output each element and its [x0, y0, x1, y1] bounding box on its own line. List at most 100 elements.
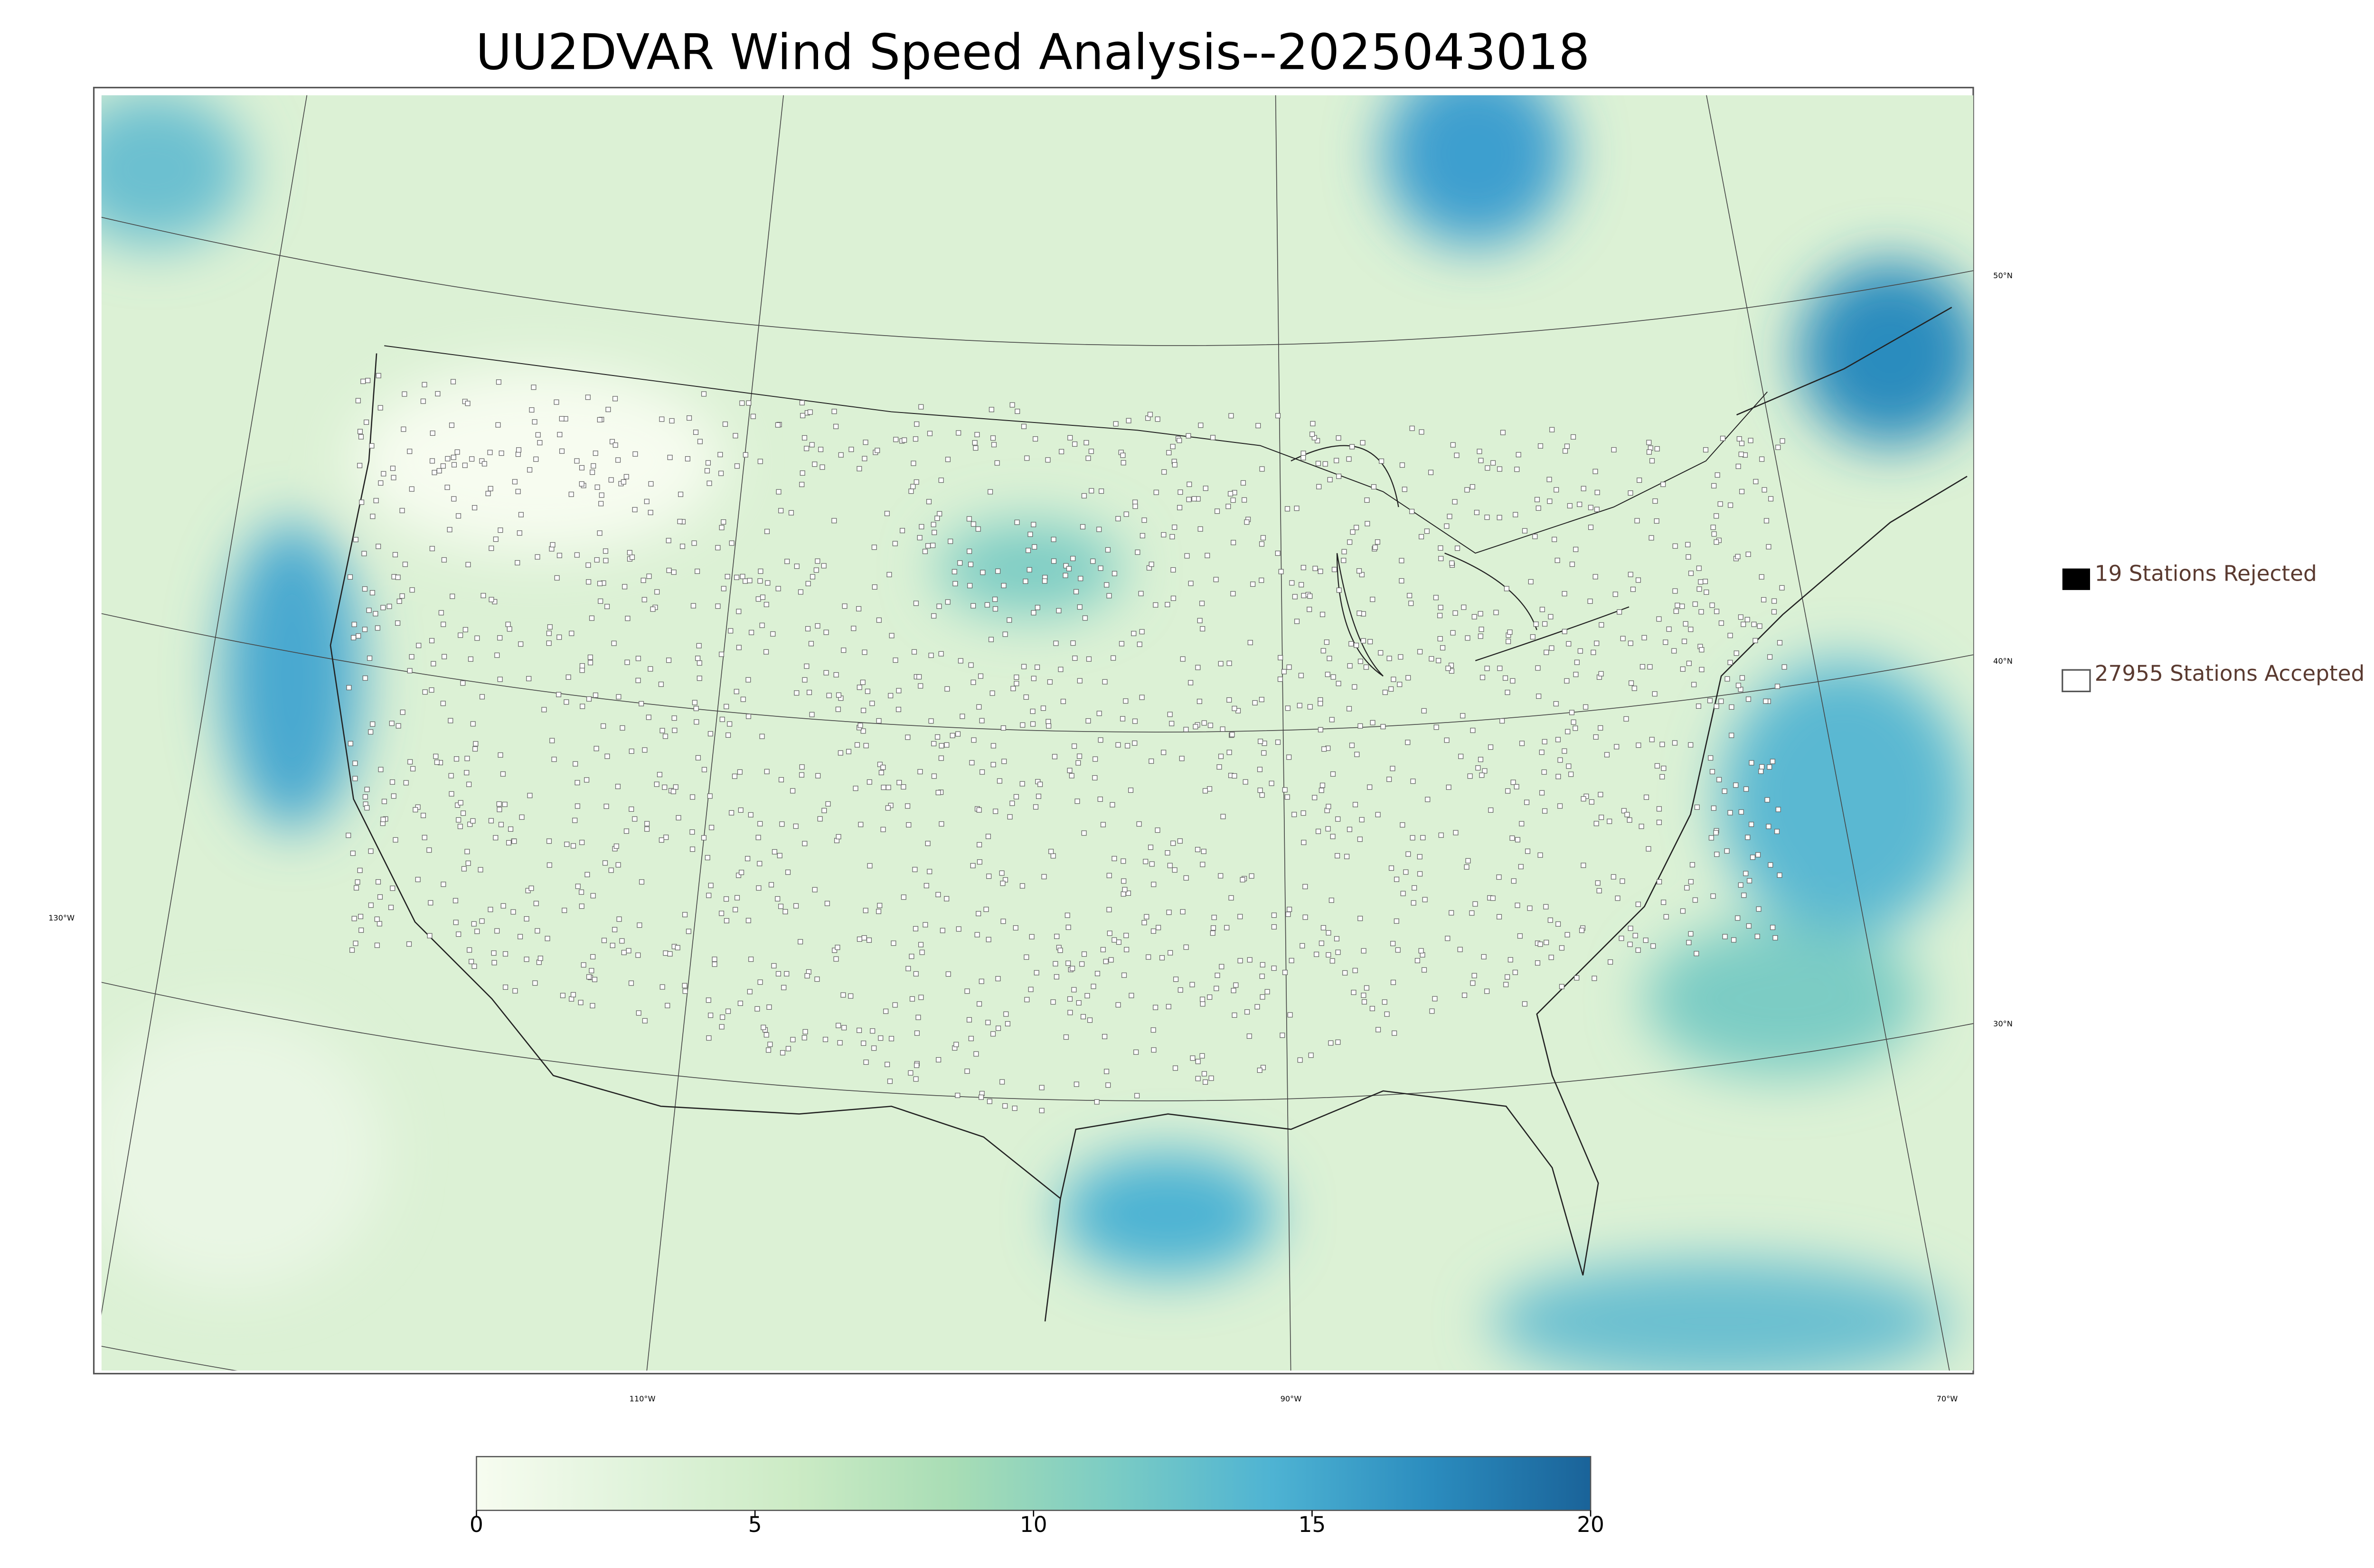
- station-marker: [1704, 589, 1709, 595]
- station-marker: [1506, 638, 1511, 644]
- station-marker: [1515, 902, 1520, 908]
- station-marker: [1354, 642, 1359, 648]
- station-marker: [615, 457, 621, 463]
- station-marker: [1098, 565, 1103, 571]
- station-marker: [732, 773, 737, 779]
- station-marker: [1119, 641, 1124, 647]
- station-marker: [1643, 938, 1649, 943]
- station-marker: [888, 693, 894, 698]
- station-marker: [1598, 671, 1604, 676]
- station-marker: [728, 628, 734, 634]
- station-marker: [1364, 498, 1370, 503]
- station-marker: [1481, 954, 1487, 959]
- station-marker: [433, 753, 439, 759]
- station-marker: [1519, 821, 1525, 826]
- station-marker: [1357, 916, 1363, 921]
- station-marker: [1030, 721, 1036, 727]
- station-marker: [497, 676, 503, 682]
- station-marker: [1067, 996, 1073, 1002]
- station-marker: [670, 789, 676, 794]
- station-marker: [1085, 455, 1091, 461]
- station-marker: [629, 554, 635, 560]
- station-marker: [1552, 536, 1557, 542]
- station-marker: [355, 879, 360, 885]
- station-marker: [1070, 966, 1075, 971]
- station-marker: [1652, 498, 1658, 504]
- station-marker: [1336, 473, 1342, 479]
- station-marker: [380, 817, 386, 822]
- station-marker: [970, 863, 976, 868]
- station-marker: [775, 971, 781, 976]
- station-marker: [858, 822, 864, 827]
- station-marker: [1336, 435, 1341, 441]
- station-marker: [1075, 760, 1081, 766]
- station-marker: [369, 590, 375, 596]
- station-marker: [1326, 804, 1331, 809]
- station-marker: [605, 407, 611, 413]
- station-marker: [913, 971, 919, 976]
- station-marker: [1271, 924, 1277, 930]
- station-marker: [766, 1005, 772, 1010]
- station-marker: [812, 461, 818, 467]
- station-marker: [1533, 621, 1539, 627]
- station-marker: [608, 477, 614, 483]
- station-marker: [467, 947, 472, 953]
- station-marker: [1766, 544, 1771, 550]
- station-marker: [1708, 755, 1714, 761]
- station-marker: [1419, 429, 1424, 435]
- station-marker: [841, 1025, 847, 1031]
- station-marker: [733, 907, 738, 912]
- station-marker: [507, 626, 512, 632]
- station-marker: [1628, 490, 1633, 496]
- station-marker: [1735, 915, 1741, 921]
- station-marker: [535, 928, 540, 934]
- station-marker: [1559, 945, 1564, 951]
- station-marker: [1172, 525, 1178, 530]
- station-marker: [913, 436, 918, 442]
- station-marker: [1126, 418, 1131, 423]
- station-marker: [990, 743, 996, 749]
- station-marker: [761, 1024, 766, 1030]
- station-marker: [1414, 958, 1420, 964]
- station-marker: [767, 1042, 773, 1047]
- station-marker: [809, 442, 815, 448]
- station-marker: [1696, 565, 1702, 571]
- station-marker: [953, 1042, 959, 1047]
- station-marker: [378, 480, 384, 486]
- station-marker: [887, 1079, 893, 1084]
- station-marker: [648, 481, 654, 487]
- station-marker: [1683, 621, 1688, 627]
- station-marker: [464, 849, 470, 854]
- station-marker: [690, 794, 696, 800]
- station-marker: [532, 419, 537, 425]
- station-marker: [1417, 871, 1423, 877]
- station-marker: [1698, 609, 1704, 615]
- station-marker: [757, 578, 763, 584]
- station-marker: [402, 391, 407, 397]
- station-marker: [1030, 708, 1036, 714]
- station-marker: [719, 525, 725, 530]
- station-marker: [1031, 610, 1036, 616]
- station-marker: [392, 552, 398, 557]
- station-marker: [759, 622, 765, 628]
- station-marker: [663, 950, 669, 956]
- station-marker: [747, 578, 753, 583]
- station-marker: [1186, 497, 1192, 502]
- station-marker: [1341, 549, 1347, 554]
- station-marker: [1240, 480, 1246, 486]
- station-marker: [746, 400, 752, 406]
- station-marker: [1535, 665, 1541, 671]
- station-marker: [1698, 579, 1704, 585]
- station-marker: [1167, 712, 1173, 717]
- station-marker: [1780, 438, 1785, 444]
- station-marker: [677, 519, 683, 525]
- station-marker: [1680, 908, 1686, 914]
- station-marker: [1517, 933, 1523, 939]
- station-marker: [1084, 993, 1090, 998]
- station-marker: [650, 606, 656, 612]
- station-marker: [960, 714, 965, 719]
- station-marker: [1357, 658, 1363, 664]
- station-marker: [597, 581, 603, 586]
- station-marker: [833, 956, 839, 962]
- station-marker: [1357, 610, 1362, 616]
